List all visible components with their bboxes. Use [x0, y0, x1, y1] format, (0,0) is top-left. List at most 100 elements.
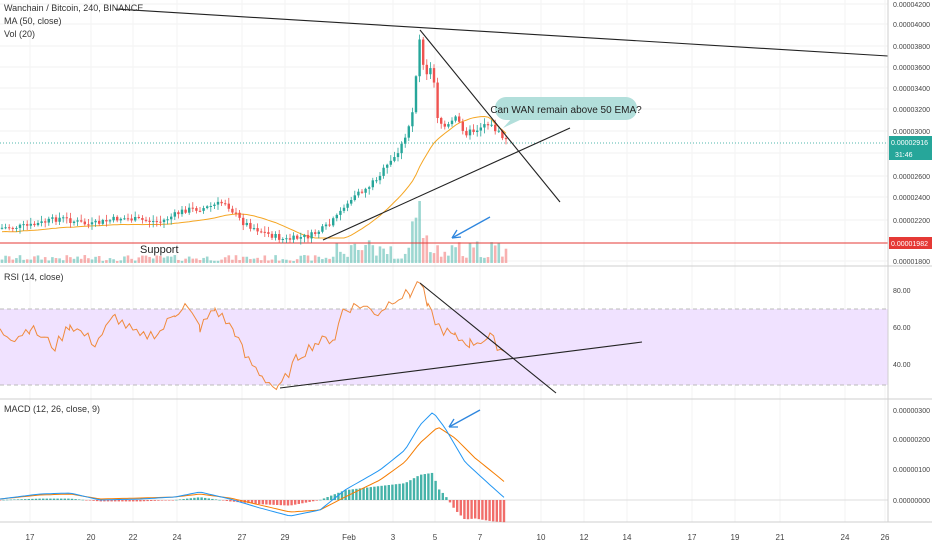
candle-body: [33, 223, 36, 226]
candle-body: [314, 232, 317, 234]
candle-body: [159, 221, 162, 223]
price-tick-label: 0.00004000: [893, 22, 930, 29]
volume-bar: [501, 256, 504, 263]
candle-body: [18, 224, 22, 228]
macd-histogram-bar: [146, 500, 149, 502]
rsi-axis: 80.00 60.00 40.00: [893, 288, 911, 369]
volume-bar: [310, 260, 313, 263]
time-tick-label: 14: [623, 533, 632, 542]
candle-body: [184, 209, 187, 213]
volume-bar: [353, 243, 357, 263]
candle-body: [213, 204, 216, 206]
macd-histogram-bar: [276, 500, 279, 506]
candle-body: [40, 221, 43, 223]
candle-body: [242, 217, 245, 226]
macd-histogram-bar: [394, 484, 398, 500]
candle-body: [126, 218, 130, 220]
volume-bar: [335, 242, 339, 263]
candle-body: [411, 112, 414, 127]
macd-histogram-bar: [502, 500, 506, 523]
volume-bar: [51, 257, 54, 263]
candle-body: [461, 121, 464, 131]
candle-body: [285, 238, 288, 240]
macd-histogram-bar: [337, 492, 340, 500]
volume-bar: [169, 256, 173, 263]
candles: [0, 34, 508, 245]
candle-body: [202, 208, 205, 211]
volume-bar: [292, 260, 295, 263]
candle-body: [310, 232, 313, 239]
rsi-line: [0, 281, 505, 391]
macd-label: MACD (12, 26, close, 9): [4, 404, 100, 414]
price-tick-label: 0.00003600: [893, 65, 930, 72]
grid-lines: [0, 0, 888, 522]
candle-body: [238, 212, 241, 218]
volume-bar: [429, 252, 432, 263]
macd-histogram-bar: [290, 500, 293, 506]
candle-body: [220, 201, 223, 204]
macd-histogram-bar: [355, 488, 358, 500]
macd-tick-label: 0.00000100: [893, 467, 930, 474]
volume-bar: [321, 259, 324, 263]
candle-body: [144, 219, 148, 221]
candle-body: [274, 234, 277, 238]
candle-body: [101, 220, 104, 224]
volume-bar: [90, 259, 94, 263]
price-axis: 0.00004200 0.00004000 0.00003800 0.00003600…: [893, 2, 930, 266]
volume-bar: [36, 255, 40, 263]
volume-bar: [375, 255, 378, 263]
volume-bar: [234, 255, 238, 263]
volume-bar: [97, 256, 101, 263]
volume-bar: [112, 259, 115, 263]
candle-body: [389, 160, 392, 165]
candle-body: [368, 187, 371, 189]
candle-body: [418, 39, 421, 77]
macd-tick-label: 0.00000200: [893, 437, 930, 444]
macd-histogram-bar: [34, 498, 38, 500]
macd-histogram-bar: [88, 500, 92, 501]
macd-histogram-bar: [13, 499, 16, 500]
volume-bar: [389, 246, 393, 263]
macd-histogram-bar: [265, 500, 268, 505]
ma-legend: MA (50, close): [4, 16, 62, 26]
candle-body: [209, 205, 212, 207]
volume-bar: [69, 257, 72, 263]
rsi-band: [0, 309, 888, 385]
macd-histogram-bar: [283, 500, 286, 506]
volume-bar: [483, 257, 486, 263]
candle-body: [386, 164, 389, 168]
candle-body: [108, 220, 112, 222]
callout-text: Can WAN remain above 50 EMA?: [490, 105, 642, 116]
volume-bar: [72, 258, 76, 263]
macd-arrow-icon: [448, 409, 481, 428]
candle-body: [4, 227, 7, 229]
volume-bar: [306, 255, 310, 263]
volume-bar: [339, 251, 342, 263]
candle-body: [422, 39, 425, 65]
volume-bar: [360, 250, 364, 263]
macd-tick-label: 0.00000000: [893, 498, 930, 505]
candle-body: [378, 175, 382, 181]
macd-histogram-bar: [463, 500, 466, 520]
macd-histogram-bar: [452, 500, 455, 508]
volume-bar: [209, 260, 213, 263]
macd-histogram-bar: [495, 500, 498, 522]
macd-histogram-bar: [340, 491, 344, 500]
candle-body: [414, 76, 418, 113]
macd-histogram-bar: [420, 474, 423, 500]
volume-bar: [144, 255, 148, 263]
macd-histogram-bar: [164, 500, 167, 501]
volume-bar: [151, 258, 155, 263]
candle-body: [342, 207, 346, 211]
macd-histogram-bar: [49, 498, 52, 500]
macd-histogram-bar: [391, 484, 394, 500]
volume-bar: [418, 201, 421, 263]
volume-bar: [231, 259, 234, 263]
volume-bar: [83, 255, 87, 263]
time-tick-label: 24: [841, 533, 850, 542]
candle-body: [44, 221, 47, 223]
volume-bar: [159, 256, 162, 263]
volume-bar: [166, 256, 169, 263]
time-tick-label: 24: [173, 533, 182, 542]
macd-histogram-bar: [56, 498, 59, 500]
